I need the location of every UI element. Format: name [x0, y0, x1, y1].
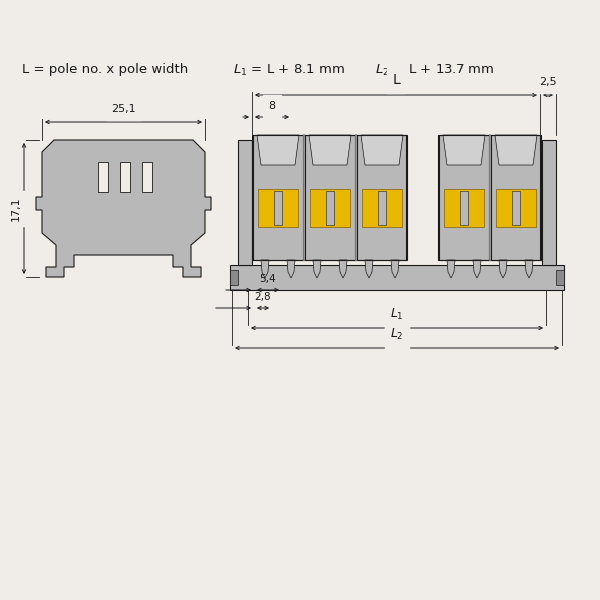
- Polygon shape: [339, 260, 347, 278]
- Bar: [305, 135, 355, 260]
- Bar: [496, 188, 536, 226]
- Text: $L_1$: $L_1$: [390, 307, 404, 322]
- Bar: [252, 135, 406, 260]
- Polygon shape: [257, 135, 299, 165]
- Bar: [556, 270, 564, 285]
- Text: 17,1: 17,1: [11, 196, 21, 221]
- Text: $L_1$ = L + 8.1 mm: $L_1$ = L + 8.1 mm: [233, 62, 345, 77]
- Bar: [460, 191, 468, 224]
- Polygon shape: [361, 135, 403, 165]
- Text: 2,8: 2,8: [254, 292, 271, 302]
- Polygon shape: [261, 260, 269, 278]
- Polygon shape: [287, 260, 295, 278]
- Bar: [120, 162, 130, 192]
- Text: 25,1: 25,1: [111, 104, 136, 114]
- Bar: [357, 135, 407, 260]
- Polygon shape: [365, 260, 373, 278]
- Bar: [230, 270, 238, 285]
- Polygon shape: [447, 260, 455, 278]
- Bar: [274, 191, 282, 224]
- Polygon shape: [36, 140, 211, 277]
- Bar: [98, 162, 108, 192]
- Bar: [253, 135, 303, 260]
- Bar: [326, 191, 334, 224]
- Text: L: L: [392, 73, 400, 87]
- Polygon shape: [443, 135, 485, 165]
- Polygon shape: [309, 135, 351, 165]
- Text: L = pole no. x pole width: L = pole no. x pole width: [22, 64, 188, 76]
- Polygon shape: [238, 140, 252, 265]
- Text: 5,4: 5,4: [260, 274, 277, 284]
- Bar: [512, 191, 520, 224]
- Polygon shape: [391, 260, 399, 278]
- Bar: [230, 265, 564, 290]
- Polygon shape: [542, 140, 556, 265]
- Bar: [362, 188, 402, 226]
- Text: 8: 8: [268, 101, 275, 111]
- Polygon shape: [495, 135, 537, 165]
- Bar: [491, 135, 541, 260]
- Polygon shape: [525, 260, 533, 278]
- Polygon shape: [473, 260, 481, 278]
- Bar: [378, 191, 386, 224]
- Text: $L_2$: $L_2$: [390, 327, 404, 342]
- Bar: [310, 188, 350, 226]
- Bar: [142, 162, 152, 192]
- Polygon shape: [499, 260, 507, 278]
- Text: 2,5: 2,5: [539, 77, 557, 87]
- Bar: [438, 135, 540, 260]
- Bar: [258, 188, 298, 226]
- Bar: [444, 188, 484, 226]
- Bar: [439, 135, 489, 260]
- Text: $L_2$ = L + 13.7 mm: $L_2$ = L + 13.7 mm: [375, 62, 494, 77]
- Polygon shape: [313, 260, 321, 278]
